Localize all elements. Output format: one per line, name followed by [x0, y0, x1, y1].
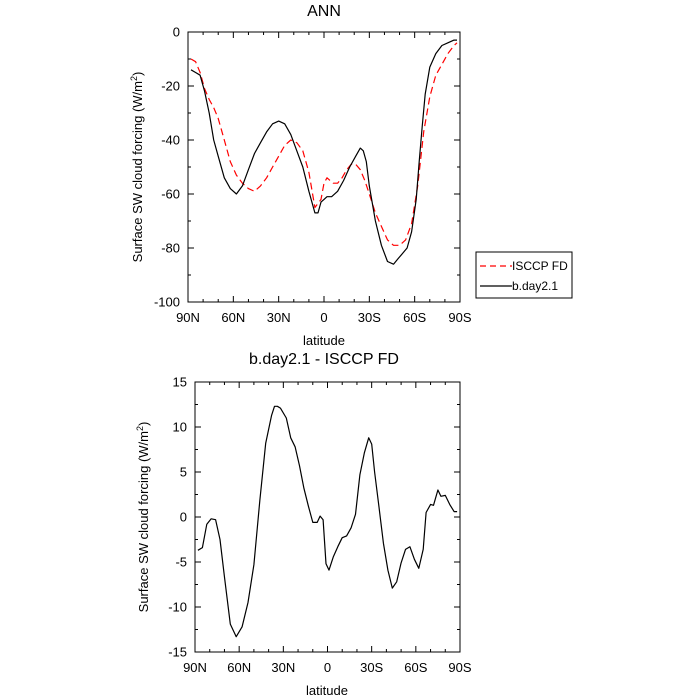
- x-tick-label: 30S: [360, 660, 383, 675]
- y-tick-label: 0: [173, 25, 180, 40]
- x-tick-label: 0: [324, 660, 331, 675]
- y-tick-label: 15: [173, 375, 187, 390]
- x-tick-label: 90N: [183, 660, 207, 675]
- legend-label-isccp: ISCCP FD: [512, 259, 568, 273]
- x-tick-label: 90S: [448, 310, 471, 325]
- x-axis-label-bottom: latitude: [306, 683, 348, 698]
- y-axis-label-top: Surface SW cloud forcing (W/m2): [129, 72, 145, 263]
- y-tick-label: -100: [154, 295, 180, 310]
- chart-title-bottom: b.day2.1 - ISCCP FD: [249, 351, 399, 368]
- plot-frame-top: [187, 31, 461, 303]
- x-tick-label: 30N: [267, 310, 291, 325]
- x-tick-label: 30N: [271, 660, 295, 675]
- tick-labels-top: 90N 60N 30N 0 30S 60S 90S 0 -20 -40 -60 -80 -100: [154, 25, 472, 326]
- x-tick-label: 0: [320, 310, 327, 325]
- series-line-difference: [197, 405, 458, 638]
- y-tick-label: 5: [180, 465, 187, 480]
- legend: ISCCP FD b.day2.1: [475, 251, 573, 299]
- legend-label-bday: b.day2.1: [512, 279, 558, 293]
- x-axis-label-top: latitude: [303, 333, 345, 348]
- y-tick-label: 10: [173, 420, 187, 435]
- y-tick-label: -20: [161, 79, 180, 94]
- x-tick-label: 90S: [448, 660, 471, 675]
- legend-box: [475, 251, 573, 299]
- y-tick-label: -80: [161, 241, 180, 256]
- y-tick-label: -60: [161, 187, 180, 202]
- x-tick-label: 60N: [221, 310, 245, 325]
- y-tick-label: -15: [168, 645, 187, 660]
- x-tick-label: 60N: [227, 660, 251, 675]
- y-tick-label: -40: [161, 133, 180, 148]
- series-line-isccp-fd: [190, 42, 458, 246]
- plot-frame-bottom: [194, 381, 461, 653]
- chart-title-top: ANN: [307, 3, 341, 20]
- x-tick-label: 60S: [404, 660, 427, 675]
- y-tick-label: -10: [168, 600, 187, 615]
- y-tick-label: 0: [180, 510, 187, 525]
- series-line-b-day2-1: [190, 39, 457, 265]
- x-tick-label: 30S: [358, 310, 381, 325]
- series-lines-top: [190, 39, 458, 265]
- tick-marks-bottom: [194, 381, 461, 653]
- panel-bottom: b.day2.1 - ISCCP FD Surface SW cloud for…: [135, 351, 472, 698]
- y-axis-label-bottom: Surface SW cloud forcing (W/m2): [135, 422, 151, 613]
- x-tick-label: 60S: [403, 310, 426, 325]
- tick-labels-bottom: 90N 60N 30N 0 30S 60S 90S 15 10 5 0 -5 -10 -15: [168, 375, 472, 676]
- panel-top: ANN Surface SW cloud forcing (W/m2) lati…: [129, 3, 472, 348]
- x-tick-label: 90N: [176, 310, 200, 325]
- y-tick-label: -5: [175, 555, 187, 570]
- series-lines-bottom: [197, 405, 458, 638]
